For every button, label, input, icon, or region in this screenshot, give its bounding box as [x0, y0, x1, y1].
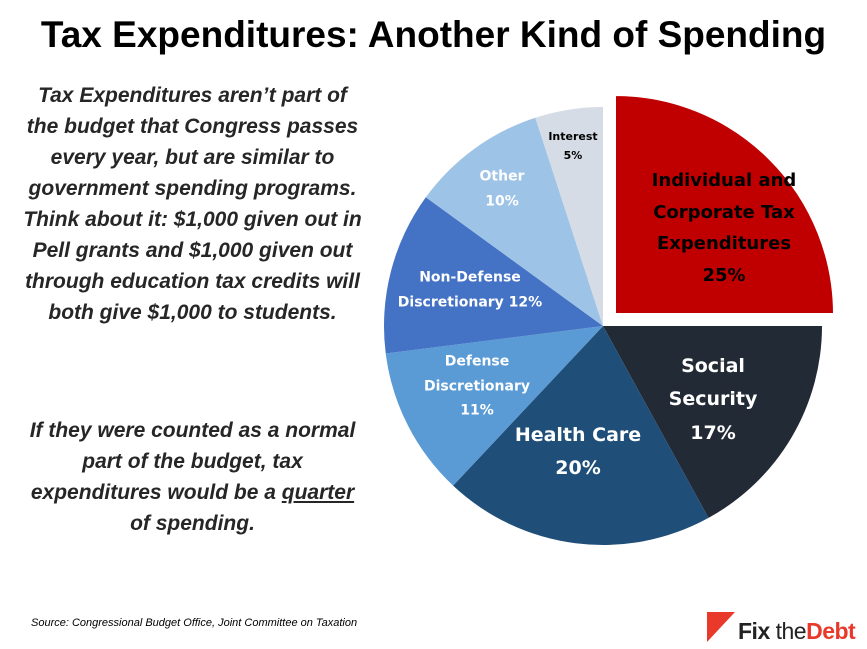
- slice-percent: 25%: [702, 264, 746, 286]
- slice-percent: 17%: [690, 421, 736, 444]
- slice-name: Interest: [548, 129, 598, 143]
- slice-percent: 11%: [460, 402, 494, 419]
- slice-label: Social Security 17%: [669, 350, 758, 450]
- pie-slice-individual-and-corporate-tax-expenditures: [614, 93, 836, 315]
- fix-the-debt-logo-icon: [707, 612, 735, 642]
- conclusion-text: If they were counted as a normal part of…: [29, 419, 356, 504]
- pie-slice-other: [425, 117, 603, 326]
- pie-slice-defense-discretionary: [385, 326, 603, 486]
- pie-slice-interest: [535, 107, 603, 326]
- slice-name: Non-Defense Discretionary 12%: [397, 269, 543, 311]
- slice-percent: 5%: [563, 149, 583, 162]
- emphasis-quarter: quarter: [281, 481, 355, 504]
- slice-label: Defense Discretionary 11%: [424, 349, 530, 423]
- slice-label: Interest 5%: [548, 127, 597, 166]
- conclusion-text-end: of spending.: [130, 512, 255, 535]
- pie-slice-non-defense-discretionary: [384, 197, 603, 354]
- slice-percent: 10%: [485, 193, 519, 209]
- conclusion-paragraph: If they were counted as a normal part of…: [20, 415, 365, 539]
- slice-name: Other: [479, 168, 525, 185]
- source-note: Source: Congressional Budget Office, Joi…: [31, 617, 358, 629]
- explanation-paragraph: Tax Expenditures aren’t part of the budg…: [23, 84, 362, 324]
- pie-slice-social-security: [603, 326, 822, 518]
- logo: Fix theDebt: [738, 618, 856, 644]
- pie-slice-health-care: [453, 326, 709, 545]
- slice-percent: 20%: [555, 457, 601, 479]
- slice-label: Other 10%: [480, 165, 525, 214]
- slice-label: Non-Defense Discretionary 12%: [398, 266, 542, 315]
- page-title: Tax Expenditures: Another Kind of Spendi…: [40, 14, 827, 55]
- slice-name: Defense Discretionary: [423, 353, 531, 394]
- slice-label: Health Care 20%: [515, 419, 641, 486]
- slice-name: Individual and Corporate Tax Expenditures: [651, 170, 797, 254]
- slice-name: Health Care: [514, 423, 642, 446]
- slice-label: Individual and Corporate Tax Expenditures 2…: [652, 165, 797, 291]
- slice-name: Social Security: [668, 355, 758, 411]
